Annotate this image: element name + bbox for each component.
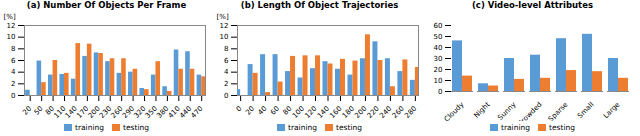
svg-text:8: 8: [224, 45, 228, 53]
svg-text:10: 10: [220, 33, 229, 41]
html-text:(b) Length Of Object Trajector: (b) Length Of Object Trajectories: [240, 0, 399, 10]
svg-text:100: 100: [291, 105, 306, 120]
svg-text:380: 380: [155, 104, 171, 120]
svg-text:260: 260: [391, 105, 406, 120]
html-text:testing: testing: [549, 123, 575, 132]
svg-text:Sunny: Sunny: [496, 101, 517, 121]
svg-text:200: 200: [86, 104, 102, 120]
svg-text:30: 30: [434, 55, 443, 63]
svg-text:40: 40: [434, 44, 443, 52]
svg-text:Large: Large: [602, 101, 622, 121]
svg-text:230: 230: [98, 104, 114, 120]
svg-text:2: 2: [224, 80, 228, 88]
svg-text:180: 180: [341, 105, 356, 120]
html-text:(a) Number Of Objects Per Fram: (a) Number Of Objects Per Frame: [26, 0, 187, 10]
svg-text:12: 12: [7, 22, 16, 30]
html-text:training: training: [288, 123, 317, 132]
svg-text:0: 0: [11, 92, 15, 100]
svg-text:[%]: [%]: [4, 13, 16, 21]
svg-text:50: 50: [434, 33, 443, 41]
svg-text:Cloudy: Cloudy: [443, 101, 466, 121]
svg-text:40: 40: [257, 105, 269, 117]
svg-text:0: 0: [235, 105, 244, 114]
svg-text:2: 2: [11, 80, 15, 88]
svg-text:290: 290: [121, 104, 137, 120]
svg-text:240: 240: [378, 105, 393, 120]
svg-text:220: 220: [366, 105, 381, 120]
html-text:training: training: [501, 123, 530, 132]
svg-text:170: 170: [75, 104, 91, 120]
svg-text:110: 110: [52, 104, 68, 120]
html-text:testing: testing: [336, 123, 362, 132]
svg-text:Night: Night: [473, 100, 492, 119]
svg-text:6: 6: [224, 57, 229, 65]
svg-text:20: 20: [21, 105, 33, 117]
svg-text:140: 140: [63, 104, 79, 120]
svg-text:Small: Small: [576, 101, 595, 120]
svg-text:Crowded: Crowded: [516, 101, 543, 121]
svg-text:10: 10: [7, 33, 16, 41]
svg-text:4: 4: [11, 68, 16, 76]
svg-text:470: 470: [190, 105, 205, 120]
html-text:testing: testing: [123, 123, 149, 132]
svg-text:20: 20: [244, 105, 256, 117]
svg-text:0: 0: [438, 88, 442, 96]
svg-text:20: 20: [434, 66, 443, 74]
svg-text:Sparse: Sparse: [547, 101, 570, 121]
svg-text:140: 140: [316, 105, 331, 120]
svg-text:50: 50: [33, 105, 45, 117]
svg-text:80: 80: [281, 104, 294, 117]
svg-text:0: 0: [224, 92, 228, 100]
svg-text:200: 200: [353, 105, 368, 120]
html-text:training: training: [75, 123, 104, 132]
svg-text:350: 350: [143, 104, 159, 120]
svg-text:280: 280: [403, 105, 418, 120]
html-text:(c) Video-level Attributes: (c) Video-level Attributes: [472, 0, 593, 10]
svg-text:12: 12: [220, 22, 229, 30]
svg-text:[%]: [%]: [217, 13, 229, 21]
svg-text:320: 320: [132, 104, 148, 120]
svg-text:10: 10: [434, 77, 443, 85]
svg-text:80: 80: [44, 104, 57, 117]
svg-text:6: 6: [11, 57, 16, 65]
svg-text:60: 60: [269, 105, 281, 117]
svg-text:160: 160: [328, 105, 343, 120]
svg-text:60: 60: [434, 22, 443, 30]
svg-text:440: 440: [178, 104, 194, 120]
svg-text:8: 8: [11, 45, 15, 53]
svg-text:4: 4: [224, 68, 229, 76]
svg-text:410: 410: [166, 104, 182, 120]
svg-text:260: 260: [109, 104, 125, 120]
svg-text:120: 120: [303, 105, 318, 120]
